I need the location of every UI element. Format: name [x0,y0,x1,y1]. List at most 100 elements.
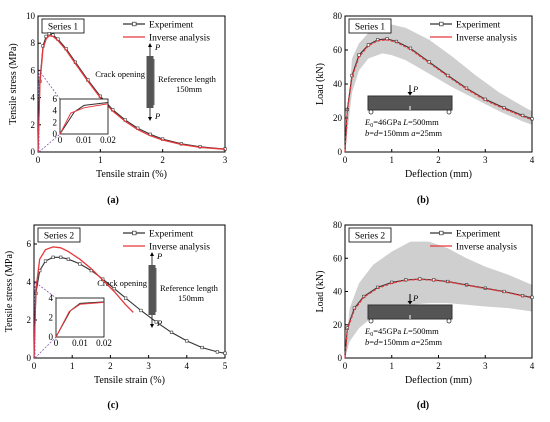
inset-y-tick-label: 0 [49,332,54,342]
data-point [124,296,128,300]
data-point [59,255,63,259]
data-point [169,330,174,334]
y-tick-label: 10 [26,11,36,21]
x-axis-label: Tensile strain (%) [96,169,167,180]
load-arrowhead-icon [407,92,413,96]
x-tick-label: 3 [223,155,228,165]
x-tick-label: 4 [185,361,190,371]
x-tick-label: 1 [70,361,75,371]
y-tick-label: 60 [333,253,343,263]
data-point [66,257,70,261]
legend-label: Experiment [456,230,501,240]
x-tick-label: 2 [108,361,113,371]
lower-arrowhead-icon [148,117,152,121]
inset-x-tick-label: 0.01 [72,338,88,348]
load-label: P [412,293,418,303]
data-point [43,259,48,263]
x-tick-label: 0 [32,361,37,371]
inset-x-tick-label: 0 [58,135,63,145]
inset-series-line [59,102,109,135]
data-point [223,351,227,355]
inset-x-tick-label: 0.02 [100,135,116,145]
series-box [348,18,392,34]
y-tick-label: 20 [333,113,343,123]
inset-x-tick-label: 0.01 [76,135,92,145]
data-point [112,287,116,291]
x-tick-label: 3 [483,361,488,371]
data-point [366,43,370,47]
beam-spec-line2: b=d=150mm a=25mm [365,128,442,138]
y-tick-label: 80 [333,220,343,230]
y-tick-label: 4 [27,277,32,287]
y-axis-label: Tensile stress (MPa) [4,251,15,333]
plot-frame [37,15,226,153]
series-box-label: Series 2 [44,232,75,242]
data-point [200,345,204,350]
beam-spec-line1: E0=46GPa L=500mm [364,117,439,129]
legend-label: Experiment [149,21,194,31]
inset-y-tick-label: 4 [53,106,58,116]
reference-length-label: Reference length [160,283,219,293]
y-tick-label: 4 [31,93,36,103]
upper-arrowhead-icon [150,252,154,256]
inset-x-tick-label: 0.02 [96,338,112,348]
legend-label: Experiment [456,21,501,31]
series-box [37,227,81,243]
legend-label: Experiment [149,230,194,240]
legend-marker [132,230,137,236]
y-tick-label: 0 [338,147,343,157]
load-label: P [412,84,418,94]
x-tick-label: 1 [390,155,395,165]
x-axis-label: Deflection (mm) [405,169,472,180]
zoom-connector [34,281,57,358]
data-point [530,117,534,121]
series-box-label: Series 1 [355,23,386,33]
data-point [51,255,55,259]
x-tick-label: 5 [223,361,228,371]
x-tick-label: 2 [436,361,441,371]
y-tick-label: 80 [333,11,343,21]
y-tick-label: 0 [338,353,343,363]
zoom-connector [38,133,61,153]
x-tick-label: 3 [146,361,151,371]
zoom-connector [38,69,61,152]
legend-label: Inverse analysis [456,34,517,44]
y-tick-label: 20 [333,320,343,330]
x-tick-label: 1 [98,155,103,165]
crack-opening-label: Crack opening [95,69,146,79]
legend-marker [439,230,444,236]
y-axis-label: Load (kN) [315,271,326,313]
y-tick-label: 40 [333,287,343,297]
plot-frame [33,224,226,359]
y-tick-label: 6 [31,65,36,75]
panel-c: 0 1 2 3 4 5 0 2 4 6 Tensile strain (%) Tensile stre… [4,224,228,411]
inset-frame [59,98,109,135]
scatter-band [345,24,532,152]
data-point [185,339,189,343]
support-icon [446,109,452,115]
beam-spec-line2: b=d=150mm a=25mm [365,337,442,347]
y-tick-label: 0 [27,353,32,363]
x-tick-label: 1 [390,361,395,371]
y-tick-label: 60 [333,45,343,55]
inset-y-tick-label: 4 [49,293,54,303]
legend-marker [132,21,137,27]
x-tick-label: 0 [343,155,348,165]
upper-load-label: P [154,42,160,52]
series-box-label: Series 2 [355,232,386,242]
legend-label: Inverse analysis [149,34,210,44]
support-icon [368,318,374,324]
y-tick-label: 8 [31,38,36,48]
reference-length-value: 150mm [176,84,202,94]
y-tick-label: 2 [31,120,36,130]
lower-load-label: P [156,318,162,328]
series-line-inverse-analysis [344,278,533,359]
upper-arrowhead-icon [148,43,152,47]
data-point [47,32,51,36]
data-point [139,308,143,313]
series-line-inverse-analysis [344,39,533,153]
